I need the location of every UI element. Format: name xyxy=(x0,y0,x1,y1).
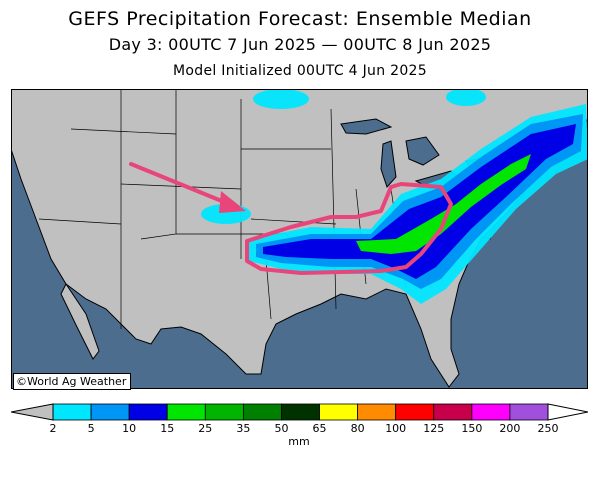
precip-15-25 xyxy=(356,154,531,254)
colorbar-max-arrow xyxy=(547,403,588,421)
colorbar-cell xyxy=(471,403,511,421)
colorbar-tick-label: 5 xyxy=(88,422,95,435)
colorbar-tick-label: 2 xyxy=(50,422,57,435)
copyright-label: ©World Ag Weather xyxy=(13,373,132,390)
colorbar-tick-label: 25 xyxy=(198,422,212,435)
colorbar-cell xyxy=(357,403,397,421)
map-frame xyxy=(11,89,588,389)
colorbar-min-arrow xyxy=(11,403,54,421)
map-title: GEFS Precipitation Forecast: Ensemble Me… xyxy=(68,8,532,30)
colorbar-cell xyxy=(242,403,282,421)
colorbar-tick-label: 80 xyxy=(351,422,365,435)
colorbar-cell xyxy=(52,403,92,421)
colorbar-cell xyxy=(395,403,435,421)
colorbar-cell xyxy=(204,403,244,421)
colorbar-tick-label: 125 xyxy=(423,422,444,435)
forecast-period: Day 3: 00UTC 7 Jun 2025 — 00UTC 8 Jun 20… xyxy=(108,35,492,54)
colorbar-tick-label: 10 xyxy=(122,422,136,435)
colorbar-cell xyxy=(90,403,130,421)
colorbar-tick-label: 250 xyxy=(538,422,559,435)
model-init: Model Initialized 00UTC 4 Jun 2025 xyxy=(173,63,427,79)
colorbar-tick-label: 65 xyxy=(313,422,327,435)
annotation-arrow xyxy=(129,162,246,213)
colorbar-tick-label: 35 xyxy=(236,422,250,435)
colorbar-cell xyxy=(319,403,359,421)
precipitation-map xyxy=(11,89,588,389)
baja xyxy=(60,283,100,360)
colorbar-ticks: 2 5 10 15 25 35 50 65 80 100 125 150 200 250 xyxy=(50,422,559,435)
precip-colorbar: 2 5 10 15 25 35 50 65 80 100 125 150 200 250 mm xyxy=(11,403,588,448)
colorbar-cell xyxy=(433,403,473,421)
colorbar-cells xyxy=(52,403,549,421)
colorbar-tick-label: 100 xyxy=(385,422,406,435)
colorbar-cell xyxy=(509,403,549,421)
colorbar-cell xyxy=(166,403,206,421)
colorbar-tick-label: 50 xyxy=(274,422,288,435)
colorbar-cell xyxy=(281,403,320,421)
colorbar-tick-label: 15 xyxy=(160,422,174,435)
highlight-outline xyxy=(245,182,453,275)
colorbar-tick-label: 200 xyxy=(499,422,520,435)
colorbar-cell xyxy=(128,403,168,421)
colorbar-tick-label: 150 xyxy=(461,422,482,435)
precip-10-15 xyxy=(263,124,576,279)
colorbar-unit: mm xyxy=(288,435,309,448)
